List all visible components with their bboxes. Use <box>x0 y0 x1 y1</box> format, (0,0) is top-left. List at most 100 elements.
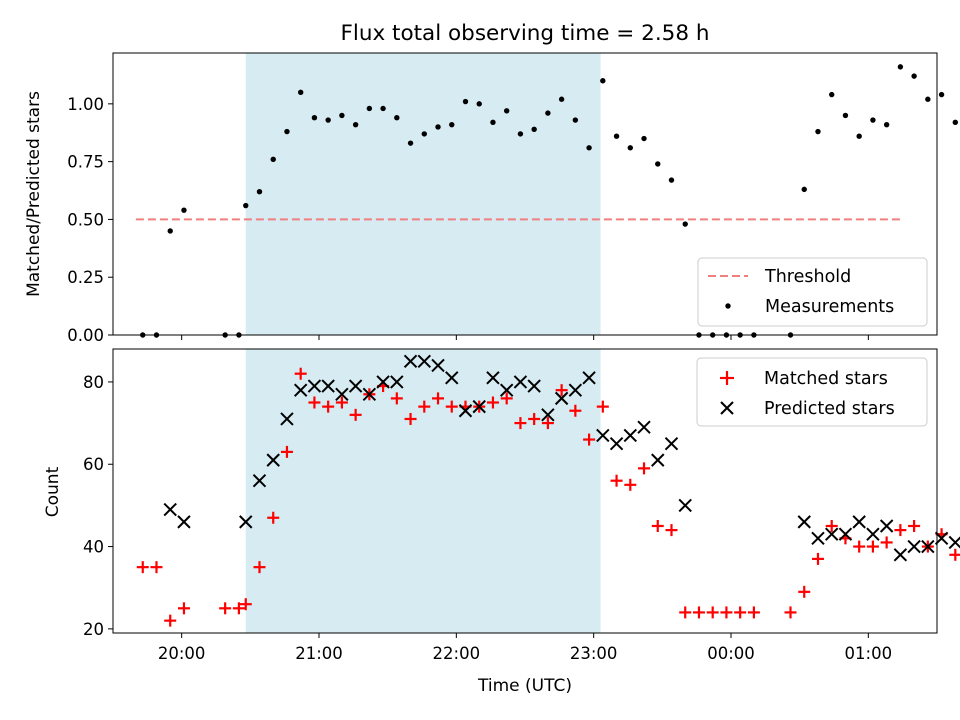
predicted-star-marker <box>472 399 486 414</box>
measurement-point <box>545 110 551 116</box>
matched-star-marker <box>692 606 705 619</box>
matched-star-marker <box>418 400 431 413</box>
x-axis: 20:00 21:00 22:00 23:00 00:00 01:00 <box>158 633 892 663</box>
predicted-star-marker <box>866 527 880 541</box>
predicted-star-marker <box>623 428 637 443</box>
measurement-point <box>449 121 455 128</box>
predicted-star-marker <box>177 515 191 529</box>
measurement-point <box>870 117 876 123</box>
measurement-point <box>801 186 807 193</box>
predicted-star-marker <box>651 453 665 467</box>
measurement-point <box>270 156 276 163</box>
predicted-star-marker <box>499 383 514 397</box>
measurement-point <box>668 177 675 183</box>
matched-star-marker <box>569 404 582 417</box>
measurement-point <box>925 96 931 102</box>
matched-star-marker <box>734 606 747 619</box>
matched-star-marker <box>894 524 907 537</box>
matched-star-marker <box>390 392 403 405</box>
predicted-star-marker <box>664 436 679 451</box>
matched-stars-legend-swatch <box>720 371 734 385</box>
matched-star-marker <box>232 602 245 615</box>
matched-star-marker <box>253 561 266 574</box>
predicted-star-marker <box>163 502 177 517</box>
predicted-stars-legend-label: Predicted stars <box>764 399 895 419</box>
predicted-star-marker <box>417 354 431 369</box>
predicted-star-marker <box>486 371 500 385</box>
ratio-x-tick-marks <box>181 335 869 340</box>
measurement-point <box>682 221 688 227</box>
matched-stars-legend-label: Matched stars <box>764 369 888 389</box>
predicted-star-marker <box>907 539 921 554</box>
matched-star-marker <box>866 540 879 553</box>
predicted-star-marker <box>879 519 894 533</box>
matched-star-marker <box>624 478 637 491</box>
measurement-point <box>380 105 386 112</box>
matched-star-marker <box>150 561 163 574</box>
predicted-star-marker <box>527 379 541 393</box>
matched-star-marker <box>349 408 362 421</box>
matched-star-marker <box>747 606 760 619</box>
count-y-axis: 20 40 60 80 <box>83 373 113 639</box>
predicted-star-marker <box>376 375 390 389</box>
measurement-point <box>394 115 400 121</box>
predicted-star-marker <box>431 358 445 373</box>
threshold-legend-label: Threshold <box>764 267 851 287</box>
matched-star-marker <box>784 606 797 619</box>
count-y-tick-label: 20 <box>83 620 104 639</box>
matched-star-marker <box>610 474 623 487</box>
matched-star-marker <box>136 561 149 574</box>
matched-star-marker <box>164 614 177 627</box>
measurement-point <box>311 115 318 121</box>
measurement-point <box>243 202 249 209</box>
matched-star-marker <box>908 519 921 532</box>
predicted-star-marker <box>568 383 583 397</box>
measurement-point <box>407 140 414 146</box>
predicted-star-marker <box>403 354 418 369</box>
measurement-point <box>897 64 904 70</box>
measurement-point <box>366 105 373 112</box>
measurement-point <box>842 112 849 119</box>
predicted-star-marker <box>335 387 349 401</box>
predicted-star-marker <box>321 379 335 393</box>
matched-star-marker <box>825 519 838 532</box>
measurement-point <box>297 89 304 95</box>
count-y-axis-label: Count <box>43 466 63 517</box>
predicted-star-marker <box>948 535 960 550</box>
count-y-tick-label: 80 <box>83 373 104 392</box>
measurement-point <box>815 128 821 135</box>
matched-star-marker <box>486 396 499 409</box>
count-legend-box <box>696 357 928 427</box>
predicted-star-marker <box>797 515 811 529</box>
predicted-star-marker <box>678 498 692 513</box>
matched-star-marker <box>880 536 893 549</box>
predicted-star-marker <box>390 375 404 389</box>
matched-star-marker <box>583 433 596 446</box>
predicted-star-marker <box>637 420 651 434</box>
predicted-star-marker <box>582 371 596 385</box>
x-tick-label: 00:00 <box>707 644 755 663</box>
matched-star-marker <box>308 396 321 409</box>
predicted-star-marker <box>609 436 624 451</box>
measurement-point <box>572 117 579 123</box>
count-markers-layer <box>136 354 960 627</box>
measurement-point <box>531 126 537 132</box>
predicted-star-marker <box>921 539 935 554</box>
measurements-legend-swatch <box>725 303 731 309</box>
matched-star-marker <box>322 400 335 413</box>
predicted-stars-legend-swatch <box>720 401 734 415</box>
predicted-star-marker <box>266 453 280 467</box>
measurement-point <box>476 101 482 107</box>
matched-star-marker <box>432 392 445 405</box>
predicted-star-marker <box>445 371 459 385</box>
measurement-point <box>339 112 345 119</box>
x-tick-label: 01:00 <box>845 644 893 663</box>
matched-star-marker <box>665 524 678 537</box>
measurement-point <box>421 131 427 137</box>
matched-star-marker <box>267 511 280 524</box>
matched-star-marker <box>335 396 348 409</box>
predicted-star-marker <box>893 548 908 562</box>
measurement-point <box>352 121 359 128</box>
